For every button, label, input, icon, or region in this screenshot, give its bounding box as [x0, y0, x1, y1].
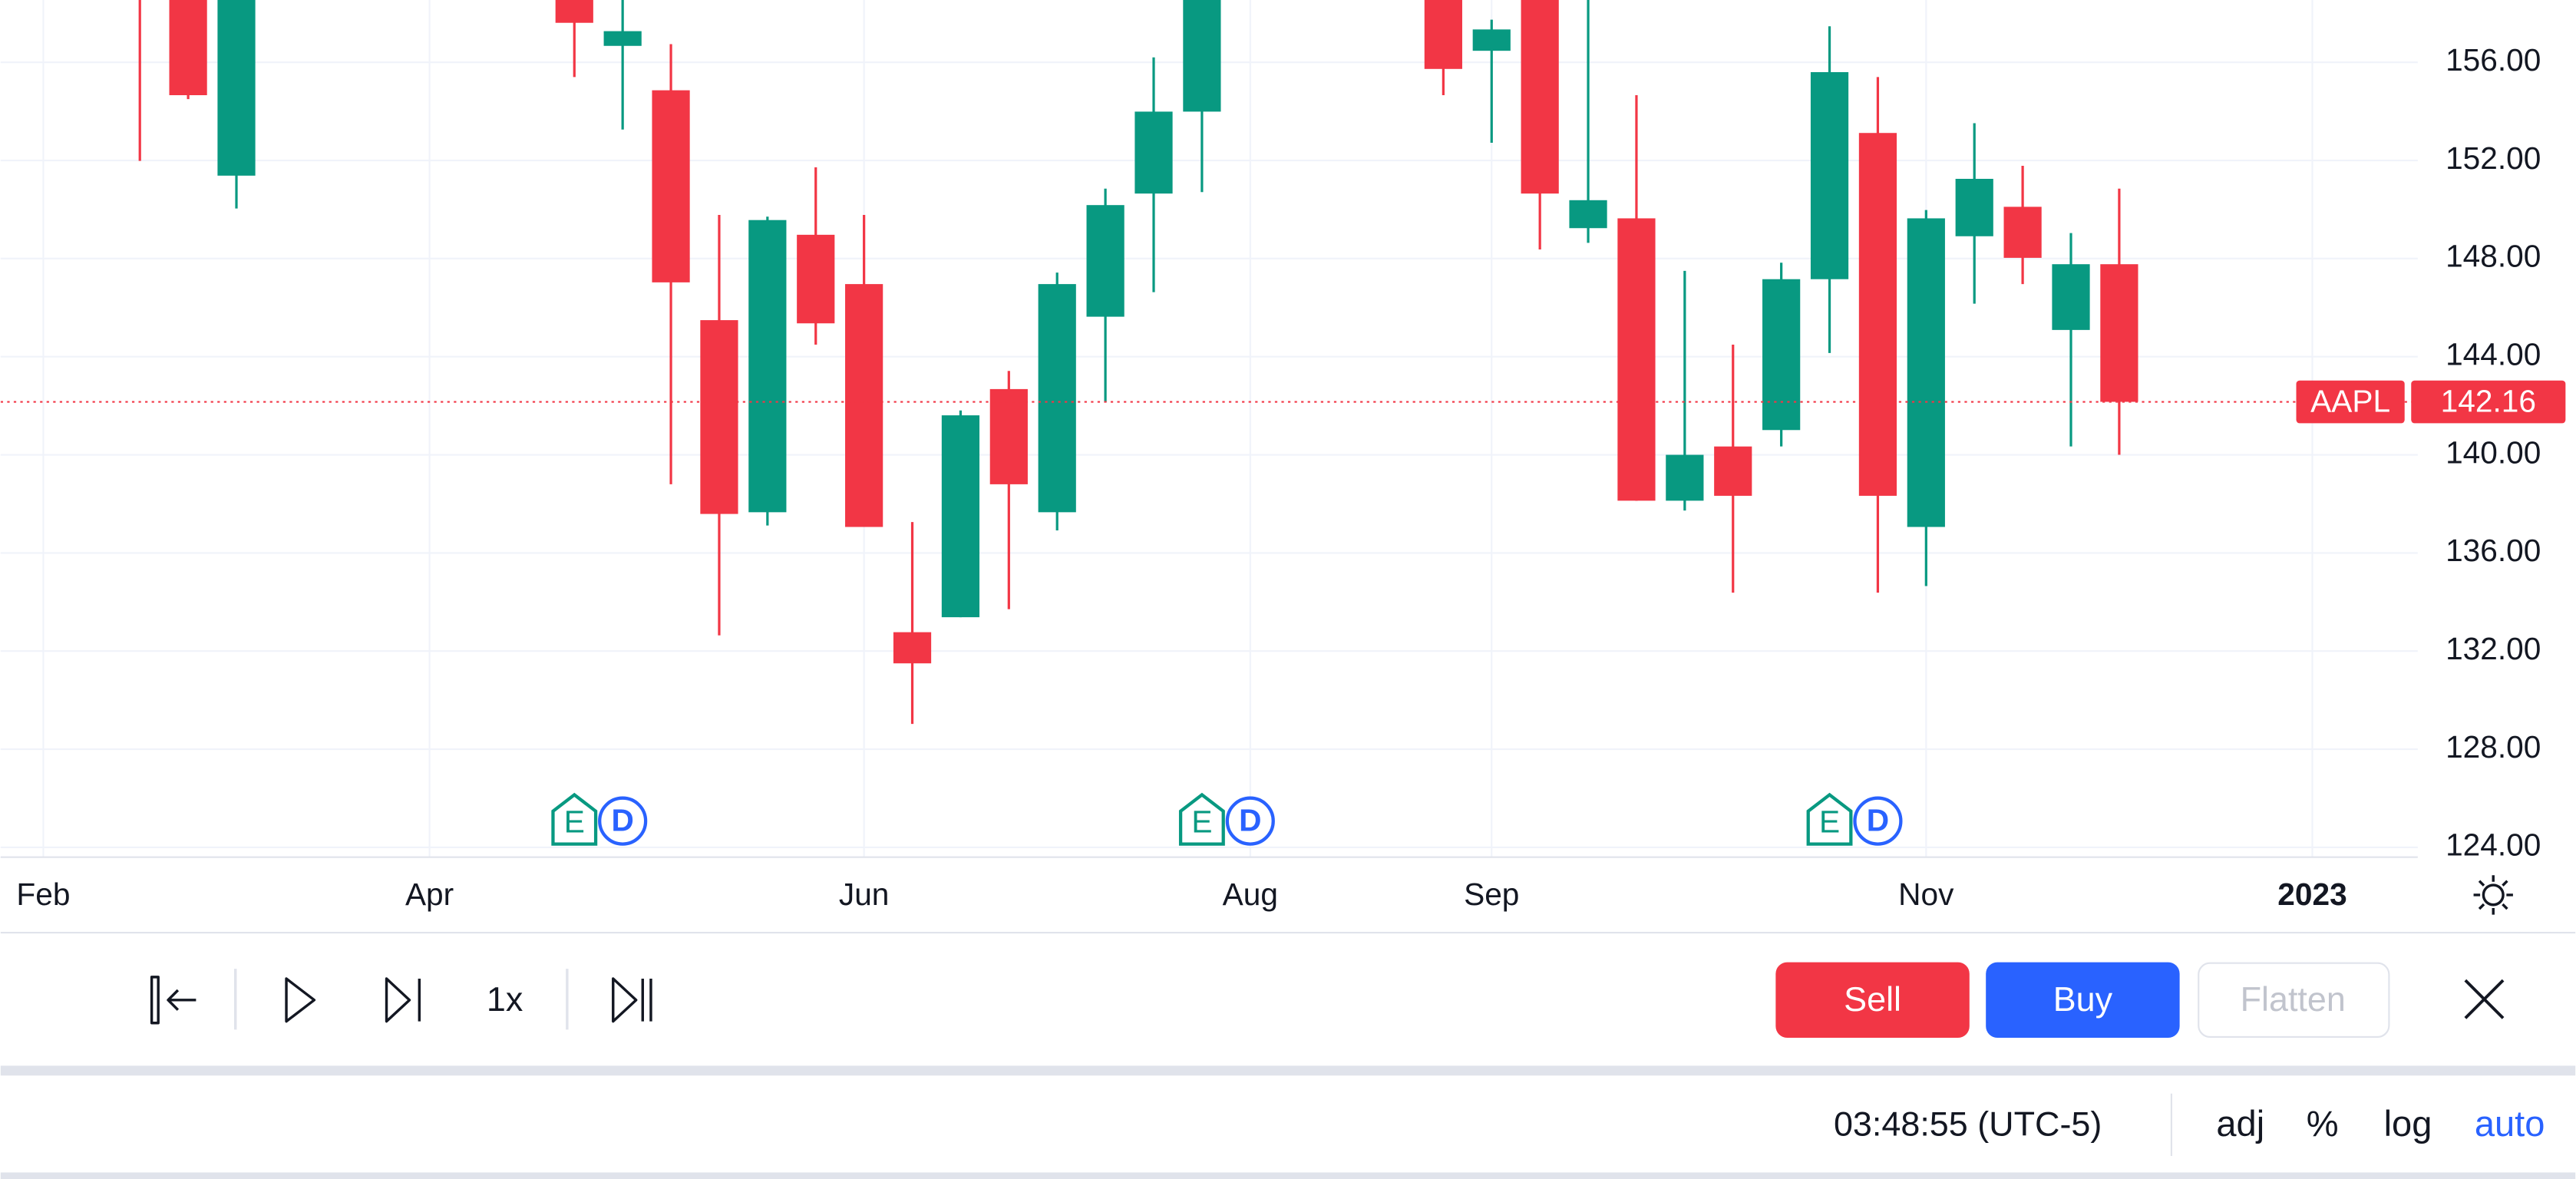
play-button[interactable] — [285, 977, 316, 1023]
x-tick-label: 2023 — [2277, 877, 2346, 912]
dividend-marker[interactable] — [1853, 796, 1903, 846]
candle-body — [2003, 206, 2042, 258]
candle-body — [748, 220, 787, 513]
price-tag — [2411, 380, 2566, 424]
candle-body — [1472, 29, 1511, 51]
close-button[interactable] — [2464, 979, 2505, 1019]
earnings-marker[interactable] — [1178, 792, 1225, 846]
y-tick-label: 140.00 — [2446, 434, 2541, 470]
dividend-label[interactable]: D — [1239, 803, 1261, 838]
candle-body — [555, 0, 593, 23]
flatten-label[interactable]: Flatten — [2241, 979, 2346, 1019]
candle-body — [217, 0, 256, 176]
x-tick-label: Apr — [405, 877, 454, 912]
bottom-border — [0, 1172, 2576, 1179]
step-button[interactable] — [385, 977, 421, 1023]
earnings-marker[interactable] — [1806, 792, 1853, 846]
candle-body — [1907, 218, 1945, 527]
earnings-label[interactable]: E — [1819, 804, 1840, 840]
candle-body — [845, 284, 883, 527]
y-tick-label: 132.00 — [2446, 631, 2541, 666]
candle-body — [2100, 264, 2138, 402]
dividend-label[interactable]: D — [1867, 803, 1889, 838]
jump-start-button[interactable] — [150, 976, 197, 1025]
status-toggle[interactable]: log — [2384, 1103, 2432, 1144]
candle-body — [1617, 218, 1656, 501]
x-tick-label: Feb — [16, 877, 70, 912]
candle-body — [1858, 133, 1897, 496]
status-items: adj% log auto — [2216, 1103, 2545, 1144]
candle-body — [603, 31, 642, 46]
candle-body — [941, 415, 980, 618]
symbol-tag — [2296, 380, 2405, 424]
candle-body — [169, 0, 207, 96]
y-tick-label: 152.00 — [2446, 140, 2541, 176]
earnings-marker[interactable] — [551, 792, 598, 846]
candle-body — [1955, 178, 1993, 236]
candle-body — [1569, 200, 1607, 229]
candle-body — [2052, 264, 2090, 330]
buy-button[interactable] — [1986, 962, 2180, 1039]
earnings-label[interactable]: E — [1191, 804, 1212, 840]
status-toggle[interactable]: auto — [2475, 1103, 2545, 1144]
y-tick-label: 144.00 — [2446, 336, 2541, 372]
x-tick-label: Jun — [839, 877, 890, 912]
candle-body — [989, 388, 1028, 484]
dividend-marker[interactable] — [1225, 796, 1275, 846]
settings-icon[interactable] — [2473, 875, 2513, 915]
y-tick-label: 124.00 — [2446, 827, 2541, 863]
candle-body — [1134, 111, 1173, 194]
price-label: 142.16 — [2441, 383, 2536, 418]
dividend-label[interactable]: D — [611, 803, 633, 838]
candle-body — [1521, 0, 1559, 194]
sell-button[interactable] — [1775, 962, 1970, 1039]
sell-label[interactable]: Sell — [1844, 979, 1901, 1019]
y-tick-label: 128.00 — [2446, 729, 2541, 765]
y-tick-label: 156.00 — [2446, 42, 2541, 78]
candle-body — [797, 234, 835, 324]
x-tick-label: Nov — [1898, 877, 1954, 912]
jump-end-button[interactable] — [612, 977, 652, 1023]
speed-button[interactable]: 1x — [487, 979, 523, 1019]
candle-body — [1714, 446, 1752, 496]
candle-body — [1424, 0, 1462, 69]
flatten-button[interactable] — [2198, 962, 2390, 1039]
symbol-label: AAPL — [2310, 383, 2390, 418]
candle-body — [1810, 71, 1849, 279]
candle-body — [700, 320, 738, 514]
x-tick-label: Sep — [1464, 877, 1519, 912]
candle-body — [1086, 205, 1125, 317]
panel-separator — [0, 1065, 2576, 1076]
clock: 03:48:55 (UTC-5) — [1834, 1104, 2102, 1143]
x-tick-label: Aug — [1223, 877, 1278, 912]
candle-body — [1038, 284, 1076, 513]
candle-body — [1762, 279, 1801, 431]
dividend-marker[interactable] — [598, 796, 648, 846]
y-tick-label: 136.00 — [2446, 533, 2541, 568]
buy-label[interactable]: Buy — [2053, 979, 2113, 1019]
candle-body — [1666, 454, 1704, 501]
grid — [0, 0, 2418, 857]
earnings-label[interactable]: E — [564, 804, 585, 840]
axes: 124.00 128.00 132.00 136.00 140.00 144.00 148.… — [16, 42, 2566, 912]
candle-body — [893, 632, 932, 664]
status-toggle[interactable]: % — [2307, 1103, 2339, 1144]
y-tick-label: 148.00 — [2446, 239, 2541, 274]
candle-body — [1183, 0, 1221, 112]
status-toggle[interactable]: adj — [2216, 1103, 2264, 1144]
candle-body — [652, 90, 690, 282]
